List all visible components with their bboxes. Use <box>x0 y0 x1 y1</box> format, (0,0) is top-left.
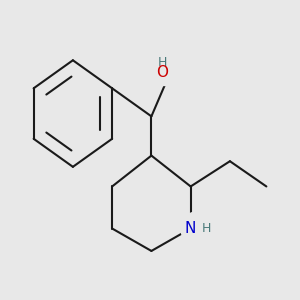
Text: N: N <box>185 221 196 236</box>
Circle shape <box>148 55 179 86</box>
Circle shape <box>181 212 214 245</box>
Text: H: H <box>201 222 211 235</box>
Text: O: O <box>157 64 169 80</box>
Text: H: H <box>158 56 167 69</box>
